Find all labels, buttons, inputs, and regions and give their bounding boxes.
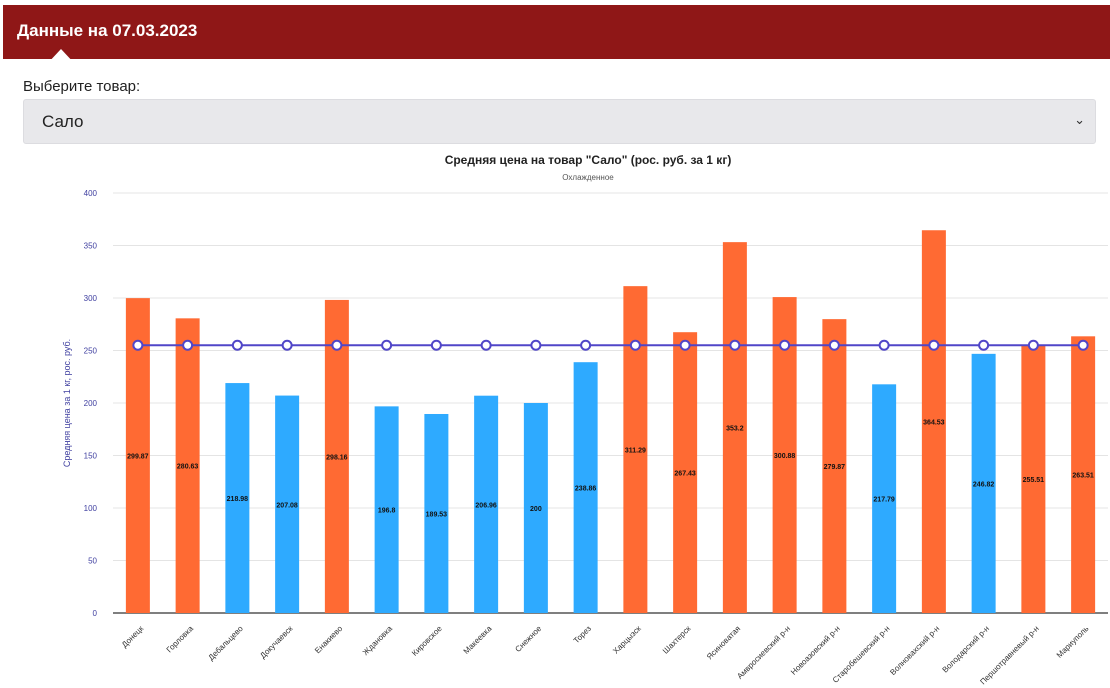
x-tick-label: Волновахский р-н xyxy=(888,624,941,677)
x-tick-label: Макеевка xyxy=(462,624,494,656)
bar-value-label: 300.88 xyxy=(774,453,796,460)
x-tick-label: Енакиево xyxy=(313,624,345,656)
product-select-value: Сало xyxy=(42,112,84,131)
average-point xyxy=(381,339,393,351)
bar-value-label: 218.98 xyxy=(227,496,249,503)
product-select[interactable]: Сало ⌄ xyxy=(23,99,1096,144)
x-tick-label: Харцызск xyxy=(611,624,643,656)
bar xyxy=(921,230,946,613)
x-tick-label: Старобешевский р-н xyxy=(831,624,892,685)
x-tick-label: Торез xyxy=(572,624,594,646)
bar-value-label: 189.53 xyxy=(426,511,448,518)
bar-value-label: 200 xyxy=(530,506,542,513)
bar-value-label: 196.8 xyxy=(378,508,396,515)
y-tick-label: 350 xyxy=(84,242,98,251)
bar xyxy=(1021,344,1046,613)
average-point xyxy=(978,339,990,351)
average-point xyxy=(878,339,890,351)
bar xyxy=(872,384,897,613)
x-tick-label: Снежное xyxy=(513,624,543,654)
bar-value-label: 217.79 xyxy=(873,497,895,504)
bar-value-label: 238.86 xyxy=(575,486,597,493)
bar-value-label: 364.53 xyxy=(923,420,945,427)
average-point xyxy=(580,339,592,351)
bar-value-label: 298.16 xyxy=(326,454,348,461)
average-point xyxy=(679,339,691,351)
bar-value-label: 207.08 xyxy=(276,502,298,509)
x-tick-label: Володарский р-н xyxy=(941,624,991,674)
average-point xyxy=(182,339,194,351)
y-tick-label: 300 xyxy=(84,294,98,303)
bar-value-label: 299.87 xyxy=(127,454,149,461)
bar xyxy=(822,319,847,613)
average-point xyxy=(331,339,343,351)
average-point xyxy=(779,339,791,351)
bar xyxy=(175,318,200,613)
bar xyxy=(225,383,250,613)
average-point xyxy=(430,339,442,351)
page-header: Данные на 07.03.2023 xyxy=(3,5,1110,64)
bar-value-label: 246.82 xyxy=(973,481,995,488)
average-point xyxy=(132,339,144,351)
x-tick-label: Новоазовский р-н xyxy=(789,624,842,677)
y-tick-label: 150 xyxy=(84,452,98,461)
bar-value-label: 255.51 xyxy=(1023,477,1045,484)
chart-title: Средняя цена на товар "Сало" (рос. руб. … xyxy=(445,153,732,167)
bar-value-label: 280.63 xyxy=(177,464,199,471)
x-tick-label: Дебальцево xyxy=(207,624,246,663)
bar-value-label: 279.87 xyxy=(824,464,846,471)
bar xyxy=(374,406,399,613)
y-tick-label: 100 xyxy=(84,504,98,513)
x-tick-label: Мариуполь xyxy=(1055,624,1091,660)
x-tick-label: Амвросиевский р-н xyxy=(735,624,792,681)
bar xyxy=(971,353,996,613)
bar xyxy=(673,332,698,613)
bar xyxy=(424,413,449,613)
bar xyxy=(275,395,300,613)
average-point xyxy=(530,339,542,351)
average-point xyxy=(828,339,840,351)
bar xyxy=(722,242,747,613)
x-tick-label: Ждановка xyxy=(361,624,394,657)
bar xyxy=(474,395,499,613)
y-tick-label: 0 xyxy=(93,609,98,618)
x-tick-label: Горловка xyxy=(165,624,196,655)
page-title: Данные на 07.03.2023 xyxy=(17,21,198,40)
y-tick-label: 250 xyxy=(84,347,98,356)
bar-value-label: 267.43 xyxy=(674,471,696,478)
bar xyxy=(573,362,598,613)
average-point xyxy=(928,339,940,351)
header-notch xyxy=(47,49,75,64)
average-point xyxy=(629,339,641,351)
average-point xyxy=(480,339,492,351)
y-tick-label: 200 xyxy=(84,399,98,408)
bar xyxy=(523,403,548,613)
bar-value-label: 263.51 xyxy=(1072,473,1094,480)
average-point xyxy=(1077,339,1089,351)
bar xyxy=(1071,336,1096,613)
bar-value-label: 311.29 xyxy=(625,448,646,455)
y-axis-label: Средняя цена за 1 кг, рос. руб. xyxy=(62,339,72,467)
x-tick-label: Ясиноватая xyxy=(705,624,742,661)
bar-value-label: 353.2 xyxy=(726,426,744,433)
x-tick-label: Шахтерск xyxy=(661,624,693,656)
average-point xyxy=(1027,339,1039,351)
x-tick-label: Докучаевск xyxy=(258,624,295,661)
x-tick-label: Донецк xyxy=(120,624,146,650)
bar-value-label: 206.96 xyxy=(475,502,497,509)
y-tick-label: 50 xyxy=(88,557,97,566)
chart-subtitle: Охлажденное xyxy=(562,173,614,182)
bar xyxy=(324,299,349,613)
average-point xyxy=(231,339,243,351)
x-tick-label: Кировское xyxy=(410,624,444,658)
average-point xyxy=(729,339,741,351)
product-select-label: Выберите товар: xyxy=(23,78,141,95)
y-tick-label: 400 xyxy=(84,189,98,198)
chevron-down-icon: ⌄ xyxy=(1074,112,1085,127)
average-point xyxy=(281,339,293,351)
